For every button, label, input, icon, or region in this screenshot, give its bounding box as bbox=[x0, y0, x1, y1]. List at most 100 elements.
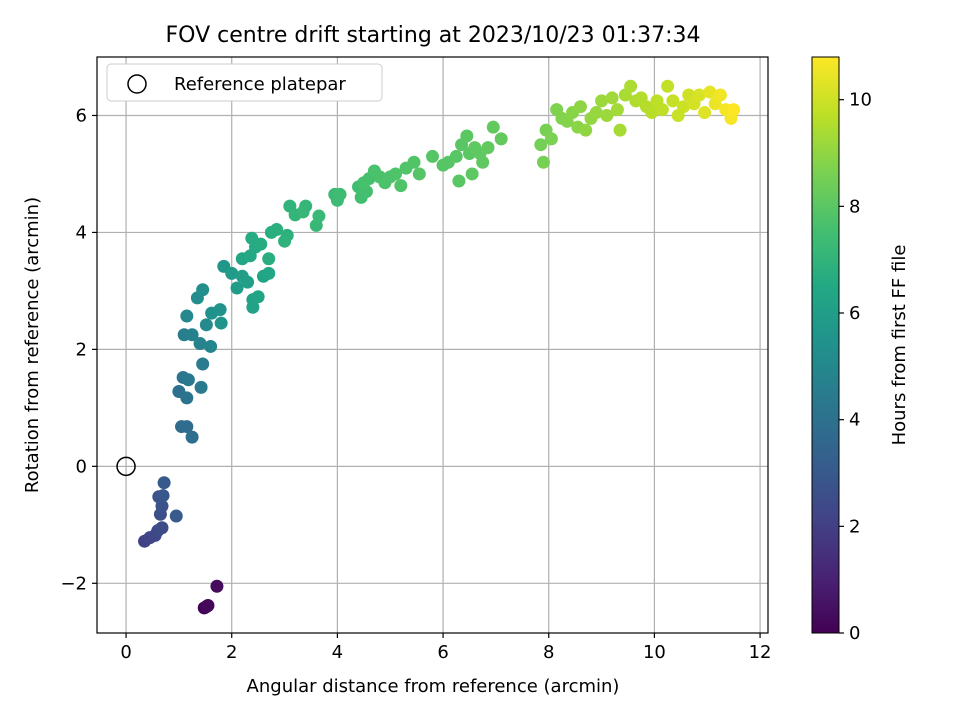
colorbar-label: Hours from first FF file bbox=[889, 245, 910, 446]
data-point bbox=[214, 316, 228, 330]
y-tick-label: 0 bbox=[76, 456, 87, 477]
x-tick-label: 12 bbox=[749, 642, 772, 663]
data-point bbox=[181, 373, 195, 387]
data-point bbox=[589, 106, 603, 120]
data-point bbox=[573, 100, 587, 114]
colorbar-tick-label: 2 bbox=[849, 516, 860, 537]
y-tick-label: 6 bbox=[76, 105, 87, 126]
colorbar-tick-label: 0 bbox=[849, 623, 860, 644]
data-point bbox=[412, 167, 426, 181]
colorbar-tick-label: 10 bbox=[849, 90, 872, 111]
colorbar-tick-label: 6 bbox=[849, 303, 860, 324]
data-point bbox=[254, 237, 268, 251]
data-point bbox=[180, 420, 194, 434]
data-point bbox=[613, 123, 627, 137]
data-point bbox=[157, 476, 171, 490]
y-tick-label: 4 bbox=[76, 222, 87, 243]
x-tick-label: 10 bbox=[643, 642, 666, 663]
data-point bbox=[185, 328, 199, 342]
data-point bbox=[713, 88, 727, 102]
y-axis-ticks: −2 0 2 4 6 bbox=[60, 105, 97, 594]
data-point bbox=[610, 103, 624, 117]
data-point bbox=[225, 266, 239, 280]
legend: Reference platepar bbox=[106, 63, 383, 102]
data-point bbox=[394, 179, 408, 193]
y-tick-label: 2 bbox=[76, 339, 87, 360]
data-point bbox=[278, 234, 292, 248]
data-points bbox=[138, 79, 741, 615]
data-point bbox=[452, 174, 466, 188]
data-point bbox=[703, 85, 717, 99]
x-tick-label: 0 bbox=[120, 642, 131, 663]
data-point bbox=[465, 167, 479, 181]
data-point bbox=[357, 176, 371, 190]
data-point bbox=[486, 120, 500, 134]
data-point bbox=[246, 300, 260, 314]
data-point bbox=[262, 252, 276, 266]
data-point bbox=[185, 430, 199, 444]
chart-title: FOV centre drift starting at 2023/10/23 … bbox=[166, 23, 701, 48]
y-axis-label: Rotation from reference (arcmin) bbox=[22, 197, 43, 493]
data-point bbox=[449, 149, 463, 163]
data-point bbox=[196, 357, 210, 371]
data-point bbox=[193, 337, 207, 351]
colorbar-tick-label: 4 bbox=[849, 410, 860, 431]
data-point bbox=[595, 94, 609, 108]
data-point bbox=[476, 155, 490, 169]
axes-frame bbox=[96, 56, 769, 634]
data-point bbox=[169, 509, 183, 523]
data-point bbox=[698, 106, 712, 120]
data-point bbox=[156, 489, 170, 503]
data-point bbox=[230, 281, 244, 295]
data-point bbox=[262, 266, 276, 280]
data-point bbox=[180, 309, 194, 323]
data-point bbox=[481, 141, 495, 155]
data-point bbox=[213, 303, 227, 317]
data-point bbox=[251, 290, 265, 304]
x-tick-label: 2 bbox=[226, 642, 237, 663]
data-point bbox=[727, 103, 741, 117]
data-point bbox=[199, 600, 213, 614]
legend-reference-marker bbox=[127, 74, 147, 94]
x-tick-label: 6 bbox=[437, 642, 448, 663]
colorbar-ticks: 0 2 4 6 8 10 bbox=[839, 90, 872, 644]
x-tick-label: 8 bbox=[543, 642, 554, 663]
data-point bbox=[661, 79, 675, 93]
legend-box bbox=[106, 63, 383, 102]
data-point bbox=[536, 155, 550, 169]
data-point bbox=[389, 167, 403, 181]
data-point bbox=[544, 132, 558, 146]
colorbar bbox=[811, 56, 840, 634]
data-point bbox=[600, 108, 614, 122]
data-point bbox=[676, 100, 690, 114]
data-point bbox=[426, 149, 439, 163]
data-point bbox=[199, 318, 213, 332]
data-point bbox=[579, 123, 593, 137]
x-axis-ticks: 0 2 4 6 8 10 12 bbox=[120, 633, 772, 663]
data-point bbox=[333, 187, 347, 201]
data-point bbox=[296, 205, 310, 219]
data-point bbox=[655, 103, 669, 117]
data-point bbox=[155, 521, 169, 535]
data-point bbox=[605, 91, 619, 105]
data-point bbox=[196, 283, 210, 297]
x-tick-label: 4 bbox=[332, 642, 343, 663]
data-point bbox=[692, 88, 706, 102]
data-point bbox=[204, 339, 218, 353]
data-point bbox=[270, 223, 284, 237]
x-axis-label: Angular distance from reference (arcmin) bbox=[247, 676, 620, 697]
data-point bbox=[407, 155, 421, 169]
data-point bbox=[494, 132, 508, 146]
data-point bbox=[312, 209, 326, 223]
data-point bbox=[534, 138, 548, 152]
data-point bbox=[666, 94, 680, 108]
reference-platepar-marker bbox=[116, 456, 136, 477]
data-point bbox=[460, 129, 474, 143]
grid-lines bbox=[97, 57, 768, 633]
data-point bbox=[210, 579, 224, 593]
data-point bbox=[645, 106, 659, 120]
data-point bbox=[180, 391, 194, 405]
legend-entry-reference-platepar: Reference platepar bbox=[174, 74, 346, 95]
data-point bbox=[624, 79, 638, 93]
colorbar-tick-label: 8 bbox=[849, 196, 860, 217]
